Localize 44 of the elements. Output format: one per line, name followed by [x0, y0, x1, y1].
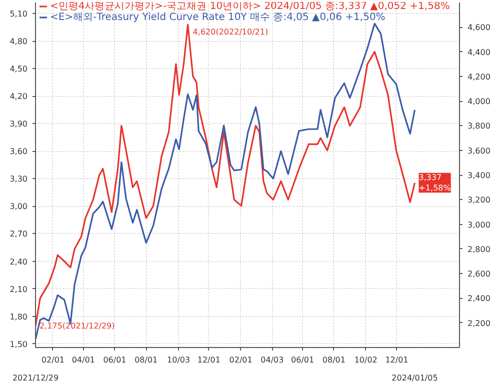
y2-tick-label: 3,600 — [468, 146, 490, 156]
y2-tick-label: 3,000 — [468, 220, 490, 230]
x-tick-label: 10/03 — [167, 356, 190, 364]
y-tick-label: 3,90 — [10, 120, 28, 129]
x-tick-label: 06/01 — [103, 356, 126, 364]
y2-tick-label: 2,400 — [468, 294, 490, 304]
x-tick-label: 08/01 — [322, 356, 346, 364]
y-tick-label: 3,60 — [10, 147, 28, 156]
x-tick-label: 08/01 — [134, 356, 158, 364]
legend-label: <E>해외-Treasury Yield Curve Rate 10Y 매수 종:4,05 ▲0,06 +1,50% — [50, 11, 386, 24]
y2-tick-label: 4,200 — [468, 72, 490, 82]
annotation: 2,175(2021/12/29) — [40, 321, 115, 330]
text: 2021/12/29 — [12, 374, 59, 382]
text: 2024/01/05 — [392, 374, 438, 382]
y-tick-label: 2,70 — [10, 230, 28, 239]
x-tick-label: 10/02 — [354, 356, 378, 364]
y-tick-label: 5,10 — [10, 10, 28, 19]
y2-tick-label: 4,600 — [468, 23, 490, 32]
y-tick-label: 3,00 — [10, 202, 28, 212]
y2-tick-label: 3,400 — [468, 171, 490, 180]
x-tick-label: 02/01 — [41, 356, 65, 364]
x-tick-label: 12/01 — [197, 356, 220, 364]
annotation: 4,620(2022/10/21) — [192, 28, 268, 37]
y-tick-label: 2,10 — [10, 284, 28, 294]
y-tick-label: 2,40 — [10, 257, 28, 266]
y2-tick-label: 4,400 — [468, 48, 490, 57]
y2-tick-label: 4,000 — [468, 97, 490, 106]
y-tick-label: 1,80 — [10, 312, 28, 322]
x-tick-label: 02/01 — [229, 356, 252, 364]
y2-tick-label: 3,200 — [468, 196, 490, 205]
y-tick-label: 3,30 — [10, 174, 28, 184]
y-tick-label: 4,20 — [10, 92, 28, 102]
y2-tick-label: 2,600 — [468, 270, 490, 279]
x-tick-label: 06/01 — [291, 356, 314, 364]
x-tick-label: 04/03 — [260, 356, 284, 364]
annotation: 3,337 +1,58% — [418, 172, 452, 193]
y-tick-label: 1,50 — [10, 340, 28, 349]
y2-tick-label: 2,200 — [468, 318, 490, 328]
x-tick-label: 12/01 — [385, 356, 408, 364]
y-tick-label: 4,80 — [10, 37, 28, 46]
y2-tick-label: 3,800 — [468, 122, 490, 131]
y2-tick-label: 2,800 — [468, 244, 490, 254]
x-tick-label: 04/01 — [72, 356, 95, 364]
y-tick-label: 4,50 — [10, 64, 28, 74]
